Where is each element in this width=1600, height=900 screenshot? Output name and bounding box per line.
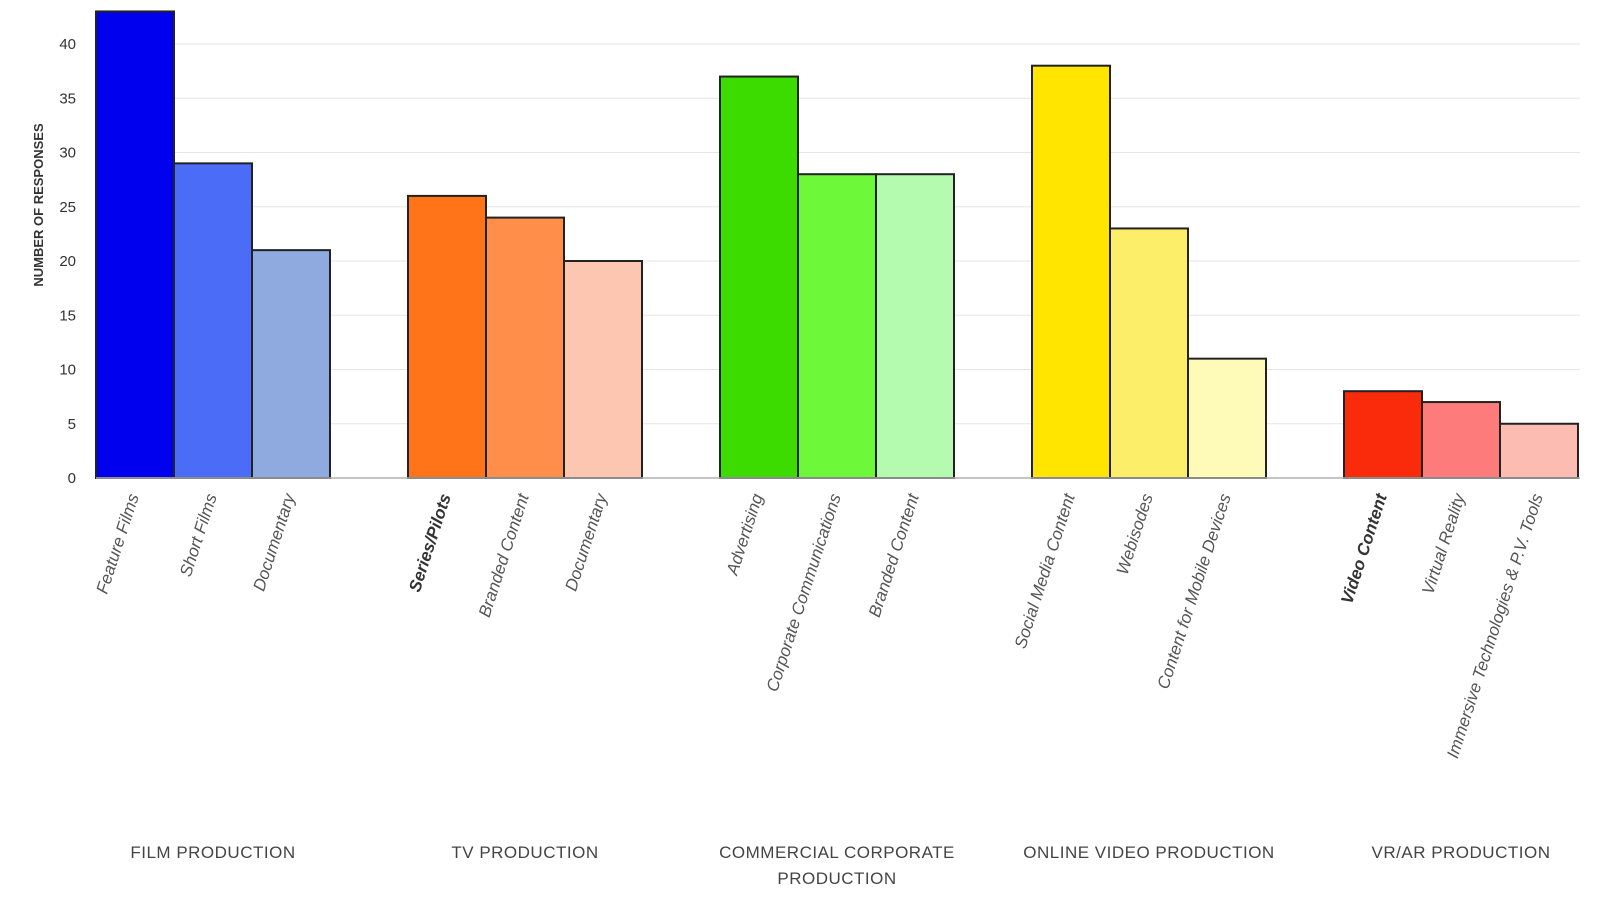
bar-3-1 xyxy=(719,75,799,480)
bar-2-2 xyxy=(485,216,565,479)
x-category-label: Immersive Technologies & P.V. Tools xyxy=(1443,491,1547,761)
bars xyxy=(95,10,1579,480)
y-tick-label: 35 xyxy=(59,90,76,107)
x-category-label: Documentary xyxy=(561,490,611,593)
bar-4-1 xyxy=(1031,64,1111,479)
x-category-label: Corporate Communications xyxy=(763,491,845,694)
bar-4-2 xyxy=(1109,227,1189,479)
y-tick-label: 15 xyxy=(59,307,76,324)
group-label: VR/AR PRODUCTION xyxy=(1372,843,1551,862)
bar-5-1 xyxy=(1343,390,1423,480)
bar-1-1 xyxy=(95,10,175,479)
y-tick-label: 40 xyxy=(59,36,76,53)
y-tick-label: 0 xyxy=(68,470,76,487)
bar-4-3 xyxy=(1187,357,1267,479)
x-category-label: Documentary xyxy=(249,490,299,593)
bar-1-3 xyxy=(251,249,331,479)
x-category-label: Social Media Content xyxy=(1011,490,1079,651)
y-tick-label: 5 xyxy=(68,416,76,433)
x-category-label: Feature Films xyxy=(93,491,143,596)
group-label: FILM PRODUCTION xyxy=(130,843,295,862)
bar-2-3 xyxy=(563,260,643,479)
x-category-label: Series/Pilots xyxy=(405,491,455,594)
y-tick-label: 30 xyxy=(59,145,76,162)
x-category-label: Video Content xyxy=(1337,490,1391,606)
y-tick-label: 25 xyxy=(59,199,76,216)
y-tick-label: 20 xyxy=(59,253,76,270)
y-tick-label: 10 xyxy=(59,362,76,379)
x-category-label: Content for Mobile Devices xyxy=(1154,491,1235,691)
x-category-label: Branded Content xyxy=(865,490,923,619)
x-category-label: Advertising xyxy=(722,491,767,578)
bar-2-1 xyxy=(407,194,487,479)
x-category-label: Webisodes xyxy=(1113,491,1157,577)
x-category-label: Virtual Reality xyxy=(1418,490,1469,597)
group-label: ONLINE VIDEO PRODUCTION xyxy=(1023,843,1274,862)
bar-1-2 xyxy=(173,162,253,479)
bar-5-2 xyxy=(1421,401,1501,479)
group-label: COMMERCIAL CORPORATE PRODUCTION xyxy=(719,843,955,888)
y-axis-title: NUMBER OF RESPONSES xyxy=(31,123,46,287)
bar-3-3 xyxy=(875,173,955,479)
group-label: TV PRODUCTION xyxy=(451,843,598,862)
bar-3-2 xyxy=(797,173,877,479)
x-category-label: Branded Content xyxy=(475,490,533,619)
bar-5-3 xyxy=(1499,422,1579,479)
x-category-label: Short Films xyxy=(176,491,221,579)
